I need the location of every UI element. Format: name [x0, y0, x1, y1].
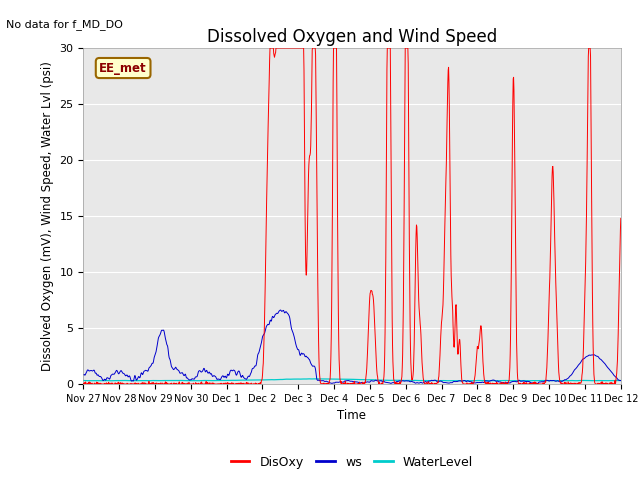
- WaterLevel: [199, 378, 207, 384]
- DisOxy: [199, 381, 207, 387]
- Title: Dissolved Oxygen and Wind Speed: Dissolved Oxygen and Wind Speed: [207, 28, 497, 47]
- Y-axis label: Dissolved Oxygen (mV), Wind Speed, Water Lvl (psi): Dissolved Oxygen (mV), Wind Speed, Water…: [41, 61, 54, 371]
- Line: ws: ws: [83, 310, 621, 384]
- WaterLevel: [617, 378, 625, 384]
- DisOxy: [259, 365, 267, 371]
- Line: WaterLevel: WaterLevel: [83, 379, 621, 381]
- Text: EE_met: EE_met: [99, 61, 147, 74]
- DisOxy: [79, 381, 87, 387]
- ws: [554, 378, 561, 384]
- ws: [534, 381, 541, 386]
- DisOxy: [554, 329, 561, 335]
- DisOxy: [186, 381, 193, 387]
- DisOxy: [436, 360, 444, 366]
- ws: [617, 378, 625, 384]
- WaterLevel: [554, 378, 561, 384]
- DisOxy: [617, 216, 625, 221]
- X-axis label: Time: Time: [337, 409, 367, 422]
- ws: [79, 372, 87, 378]
- Line: DisOxy: DisOxy: [83, 48, 621, 384]
- DisOxy: [266, 45, 274, 51]
- WaterLevel: [436, 378, 444, 384]
- ws: [259, 333, 267, 339]
- WaterLevel: [186, 378, 193, 384]
- ws: [436, 378, 444, 384]
- WaterLevel: [259, 377, 267, 383]
- ws: [506, 380, 514, 386]
- WaterLevel: [457, 378, 465, 384]
- WaterLevel: [305, 376, 313, 382]
- Legend: DisOxy, ws, WaterLevel: DisOxy, ws, WaterLevel: [226, 451, 478, 474]
- WaterLevel: [79, 378, 87, 384]
- ws: [276, 307, 284, 313]
- WaterLevel: [506, 378, 514, 384]
- DisOxy: [506, 365, 514, 371]
- ws: [186, 377, 193, 383]
- ws: [199, 368, 207, 373]
- Text: No data for f_MD_DO: No data for f_MD_DO: [6, 19, 124, 30]
